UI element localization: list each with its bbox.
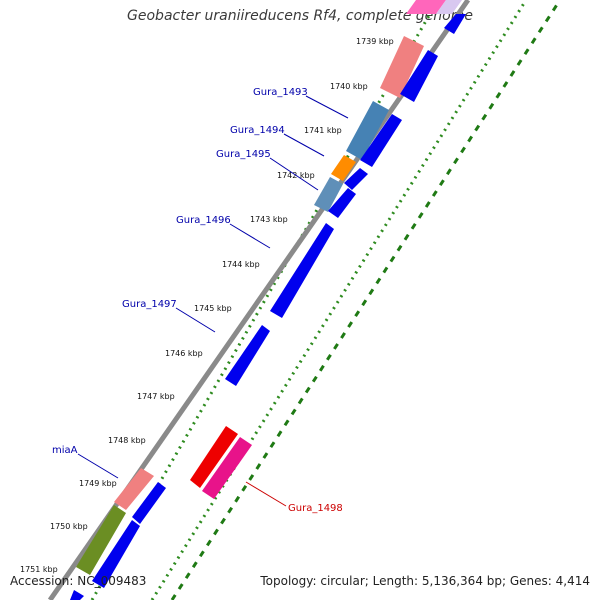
dotted-ring-right: [150, 0, 528, 600]
gene-top-pink: [406, 0, 446, 14]
tick-1746: 1746 kbp: [165, 349, 203, 358]
label-gura-1493[interactable]: Gura_1493: [253, 87, 308, 98]
label-gura-1494[interactable]: Gura_1494: [230, 125, 285, 136]
tick-1741: 1741 kbp: [304, 126, 342, 135]
leader-gura-1494: [283, 133, 325, 157]
dashed-ring-outer: [170, 0, 562, 600]
leader-gura-1495: [269, 157, 319, 191]
tick-1747: 1747 kbp: [137, 392, 175, 401]
tick-1739: 1739 kbp: [356, 37, 394, 46]
tick-1740: 1740 kbp: [330, 82, 368, 91]
gene-fwd-1739: [400, 50, 438, 102]
tick-1748: 1748 kbp: [108, 436, 146, 445]
genome-summary-text: Topology: circular; Length: 5,136,364 bp…: [260, 574, 590, 588]
gene-gura-1494: [346, 101, 389, 160]
gene-fwd-1742b: [328, 188, 356, 218]
gene-bottom-blue: [70, 590, 84, 600]
gene-top-lilac: [436, 0, 462, 14]
gene-fwd-1750: [92, 520, 140, 588]
gene-olive: [76, 505, 126, 575]
gene-gura-1495-b: [314, 177, 343, 212]
label-gura-1495[interactable]: Gura_1495: [216, 149, 271, 160]
gene-gura-1496: [270, 223, 334, 318]
leader-gura-1497: [175, 307, 216, 333]
leader-miaA: [77, 453, 119, 479]
gene-fwd-1749: [132, 482, 166, 524]
gene-gura-1495: [331, 155, 356, 181]
tick-1744: 1744 kbp: [222, 260, 260, 269]
tick-1750: 1750 kbp: [50, 522, 88, 531]
label-gura-1496[interactable]: Gura_1496: [176, 215, 231, 226]
leader-gura-1498: [245, 481, 287, 507]
gene-fwd-top: [444, 14, 466, 34]
label-gura-1497[interactable]: Gura_1497: [122, 299, 177, 310]
gene-gura-1498: [202, 437, 252, 499]
leader-gura-1496: [229, 223, 271, 249]
genome-title: Geobacter uraniireducens Rf4, complete g…: [127, 8, 473, 24]
leader-gura-1493: [305, 95, 349, 119]
label-gura-1498[interactable]: Gura_1498: [288, 503, 343, 514]
tick-1743: 1743 kbp: [250, 215, 288, 224]
tick-1751: 1751 kbp: [20, 565, 58, 574]
gene-pink-1739: [380, 36, 424, 98]
accession-text: Accession: NC_009483: [10, 574, 147, 588]
gene-fwd-1742a: [344, 168, 368, 190]
gene-gura-1497: [225, 325, 270, 386]
gene-miaA: [114, 468, 154, 510]
gene-fwd-1741: [360, 114, 402, 167]
tick-1745: 1745 kbp: [194, 304, 232, 313]
gene-gura-1498-red: [190, 426, 238, 488]
tick-1749: 1749 kbp: [79, 479, 117, 488]
label-miaA[interactable]: miaA: [52, 445, 78, 456]
